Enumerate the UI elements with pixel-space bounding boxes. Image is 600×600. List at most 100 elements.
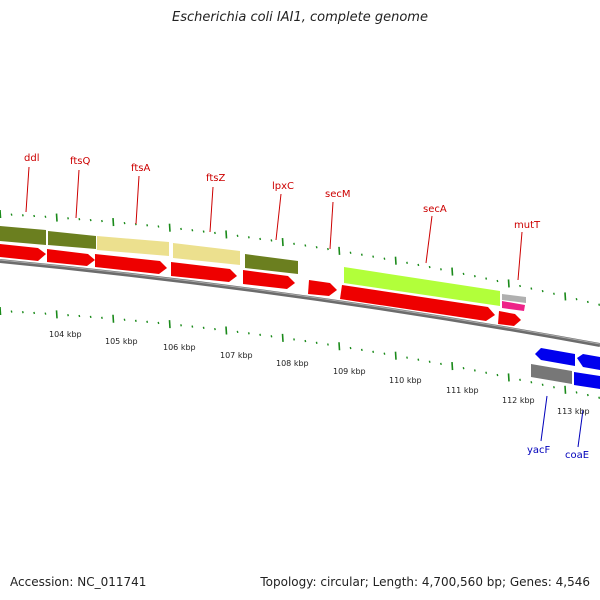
minor-tick — [67, 217, 69, 220]
feature-olive-2[interactable] — [48, 231, 96, 249]
major-tick — [225, 230, 228, 239]
gene-label-secA[interactable]: secA — [423, 204, 447, 215]
accession-text: Accession: NC_011741 — [10, 575, 147, 589]
minor-tick — [360, 348, 363, 352]
major-tick — [507, 373, 510, 382]
scale-label: 109 kbp — [333, 367, 366, 376]
minor-tick — [270, 239, 273, 242]
scale-label: 113 kbp — [557, 407, 590, 416]
cds-arrow-8[interactable] — [498, 311, 521, 326]
gene-label-secM[interactable]: secM — [325, 189, 351, 200]
minor-tick — [541, 289, 544, 293]
minor-tick — [270, 335, 273, 338]
major-tick — [168, 223, 171, 232]
scale-label: 112 kbp — [502, 396, 535, 405]
minor-tick — [485, 277, 488, 280]
minor-tick — [247, 332, 250, 335]
minor-tick — [406, 261, 408, 264]
minor-tick — [10, 213, 13, 216]
minor-tick — [473, 275, 476, 278]
map-title: Escherichia coli IAI1, complete genome — [172, 10, 428, 25]
major-tick — [112, 314, 115, 323]
feature-blue-1[interactable] — [574, 372, 600, 389]
minor-tick — [293, 338, 295, 341]
minor-tick — [519, 378, 521, 381]
gene-label-coaE[interactable]: coaE — [565, 450, 589, 461]
major-tick — [451, 267, 454, 276]
minor-tick — [440, 362, 442, 366]
scale-labels: 104 kbp 105 kbp 106 kbp 107 kbp 108 kbp … — [49, 330, 590, 416]
minor-tick — [440, 268, 442, 271]
minor-tick — [383, 257, 386, 260]
major-tick — [168, 320, 171, 329]
cds-arrow-3[interactable] — [95, 254, 167, 274]
minor-tick — [360, 253, 363, 256]
minor-tick — [496, 279, 499, 283]
major-tick — [0, 209, 2, 219]
minor-tick — [78, 218, 81, 221]
minor-tick — [530, 287, 533, 290]
minor-tick — [417, 263, 420, 267]
feature-gray-1[interactable] — [502, 294, 526, 303]
minor-tick — [372, 255, 375, 258]
minor-tick — [123, 221, 126, 225]
minor-tick — [575, 297, 578, 301]
feature-gray-2[interactable] — [531, 364, 572, 384]
cds-arrow-2[interactable] — [47, 249, 95, 266]
feature-khaki-1[interactable] — [97, 236, 169, 256]
cds-arrow-6[interactable] — [308, 280, 337, 296]
minor-tick — [33, 311, 36, 315]
feature-olive-1[interactable] — [0, 226, 46, 245]
cds-arrow-5[interactable] — [243, 270, 295, 289]
outer-tick-track — [0, 209, 600, 306]
minor-tick — [21, 311, 24, 314]
gene-label-ftsQ[interactable]: ftsQ — [70, 156, 90, 167]
minor-tick — [101, 219, 103, 223]
feature-olive-3[interactable] — [245, 254, 298, 274]
cds-arrow-1[interactable] — [0, 244, 46, 261]
major-tick — [55, 310, 58, 319]
cds-arrow-7[interactable] — [340, 285, 495, 321]
cds-arrow-4[interactable] — [171, 262, 237, 282]
feature-khaki-2[interactable] — [173, 243, 240, 265]
feature-lime-1[interactable] — [344, 267, 500, 306]
gene-label-ftsA[interactable]: ftsA — [131, 163, 150, 174]
minor-tick — [134, 319, 137, 322]
gene-label-ddl[interactable]: ddl — [24, 153, 39, 164]
major-tick — [451, 361, 454, 371]
gene-label-lpxC[interactable]: lpxC — [272, 181, 294, 192]
minor-tick — [417, 358, 420, 361]
major-tick — [55, 213, 58, 222]
gene-label-mutT[interactable]: mutT — [514, 220, 541, 231]
minor-tick — [89, 315, 92, 319]
minor-tick — [236, 330, 239, 334]
scale-label: 107 kbp — [220, 351, 253, 360]
minor-tick — [349, 251, 352, 254]
major-tick — [112, 218, 115, 227]
minor-tick — [259, 237, 262, 241]
minor-tick — [315, 341, 318, 344]
major-tick — [507, 279, 510, 288]
gene-label-yacF[interactable]: yacF — [527, 445, 551, 456]
major-tick — [281, 238, 284, 247]
gene-label-ftsZ[interactable]: ftsZ — [206, 173, 225, 184]
genome-summary-text: Topology: circular; Length: 4,700,560 bp… — [260, 575, 590, 589]
minor-tick — [496, 373, 499, 377]
cds-arrow-reverse-1[interactable] — [535, 348, 575, 366]
minor-tick — [462, 272, 465, 276]
cds-arrow-reverse-2[interactable] — [577, 354, 600, 370]
major-tick — [394, 351, 397, 360]
minor-tick — [214, 231, 216, 235]
minor-tick — [598, 396, 600, 399]
feature-pink-1[interactable] — [502, 301, 525, 311]
minor-tick — [44, 312, 47, 315]
minor-tick — [462, 367, 465, 370]
minor-tick — [428, 265, 431, 269]
major-tick — [338, 246, 341, 255]
minor-tick — [473, 369, 476, 372]
minor-tick — [428, 360, 431, 363]
minor-tick — [214, 327, 216, 331]
scale-label: 104 kbp — [49, 330, 82, 339]
scale-label: 108 kbp — [276, 359, 309, 368]
